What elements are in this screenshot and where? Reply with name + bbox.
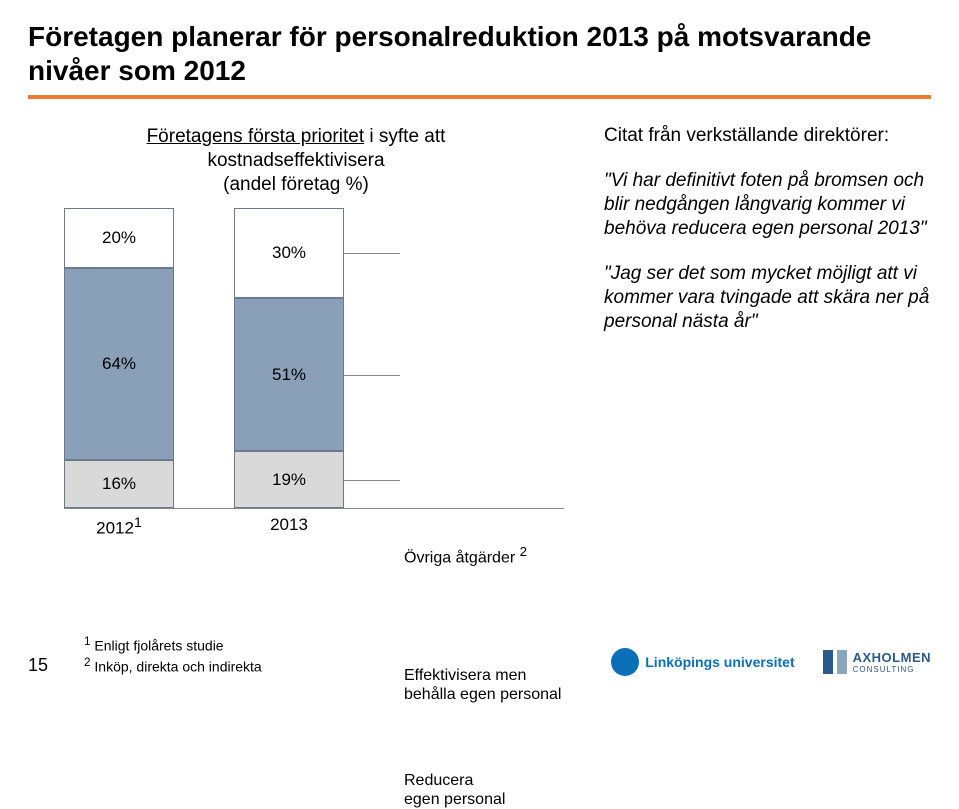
liu-text: Linköpings universitet (645, 654, 794, 670)
x-label: 2013 (234, 515, 344, 539)
footnote-2: 2 Inköp, direkta och indirekta (84, 655, 262, 676)
footnote-2-text: Inköp, direkta och indirekta (91, 659, 262, 675)
logo-linkoping: Linköpings universitet (611, 648, 794, 676)
bars-row: 16%64%20%19%51%30%Övriga åtgärder 2Effek… (64, 208, 564, 509)
axholmen-mark-icon (823, 650, 847, 674)
page-number: 15 (28, 655, 48, 676)
x-label: 20121 (64, 515, 174, 539)
quotes-panel: Citat från verkställande direktörer: "Vi… (604, 125, 931, 539)
leader-line (344, 253, 400, 254)
quote-1: "Vi har definitivt foten på bromsen och … (604, 169, 931, 240)
bar-segment-ovriga: 20% (64, 208, 174, 268)
bar-segment-reducera: 16% (64, 460, 174, 508)
footnote-1: 1 Enligt fjolårets studie (84, 634, 262, 655)
axholmen-text: AXHOLMEN (853, 650, 931, 665)
logos: Linköpings universitet AXHOLMEN CONSULTI… (611, 648, 931, 676)
bar-stack: 19%51%30% (234, 208, 344, 508)
bar-segment-effektivisera: 64% (64, 268, 174, 460)
bar-column: 19%51%30% (234, 208, 344, 508)
axholmen-sub: CONSULTING (853, 665, 931, 674)
quote-2: "Jag ser det som mycket möjligt att vi k… (604, 262, 931, 333)
footer: 15 1 Enligt fjolårets studie 2 Inköp, di… (28, 634, 931, 676)
chart-panel: Företagens första prioritet i syfte att … (28, 125, 564, 539)
chart-title-line3: (andel företag %) (223, 174, 369, 195)
bar-segment-effektivisera: 51% (234, 298, 344, 451)
chart-title: Företagens första prioritet i syfte att … (28, 125, 564, 196)
bar-segment-ovriga: 30% (234, 208, 344, 298)
accent-underline (28, 95, 931, 99)
legend-item-reducera: Reduceraegen personal (404, 771, 505, 809)
page-title: Företagen planerar för personalreduktion… (28, 20, 931, 87)
leader-line (344, 375, 400, 376)
footnote-1-text: Enligt fjolårets studie (91, 638, 224, 654)
leader-line (344, 480, 400, 481)
bar-stack: 16%64%20% (64, 208, 174, 508)
legend-item-ovriga: Övriga åtgärder 2 (404, 544, 527, 568)
liu-seal-icon (611, 648, 639, 676)
quotes-header: Citat från verkställande direktörer: (604, 125, 931, 147)
content-row: Företagens första prioritet i syfte att … (28, 125, 931, 539)
bar-column: 16%64%20% (64, 208, 174, 508)
logo-axholmen: AXHOLMEN CONSULTING (823, 650, 931, 674)
chart-area: 16%64%20%19%51%30%Övriga åtgärder 2Effek… (28, 208, 564, 539)
chart-title-underlined: Företagens första prioritet (147, 126, 365, 147)
bar-segment-reducera: 19% (234, 451, 344, 508)
chart-title-rest1: i syfte att (364, 126, 445, 147)
footnotes: 1 Enligt fjolårets studie 2 Inköp, direk… (84, 634, 262, 676)
x-labels-row: 20121 2013 (64, 509, 564, 539)
chart-title-line2: kostnadseffektivisera (207, 150, 384, 171)
